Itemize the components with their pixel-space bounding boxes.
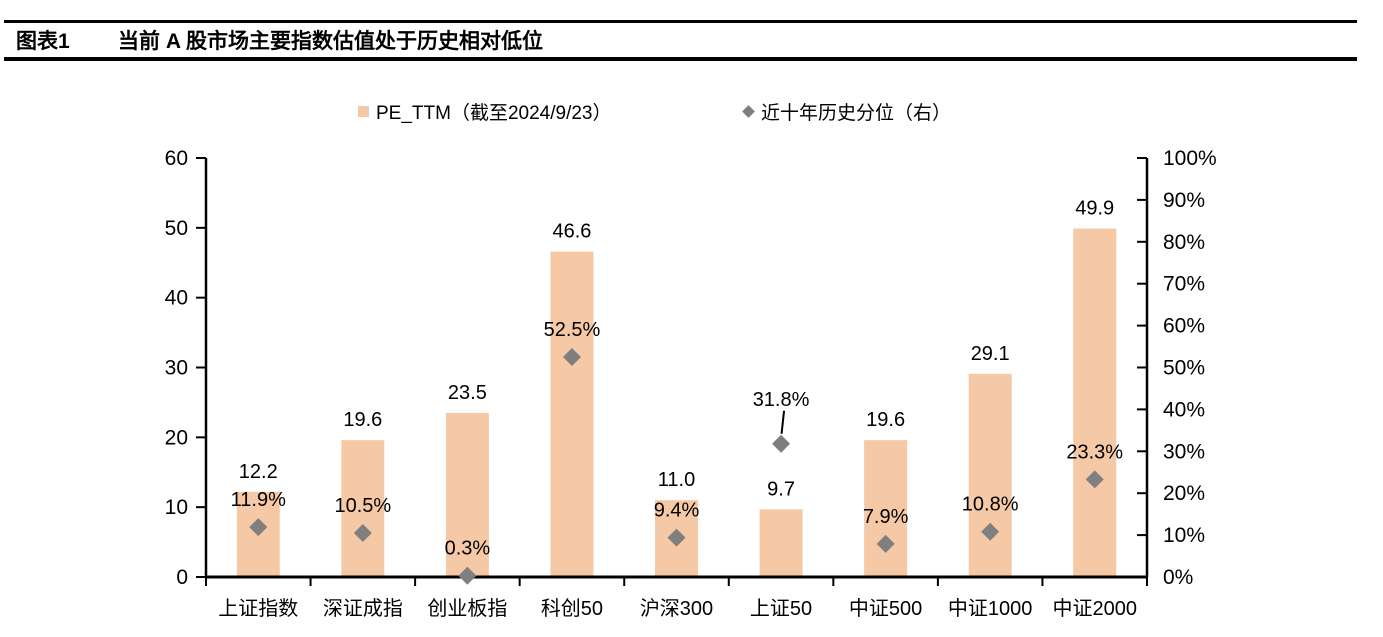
figure-title: 当前 A 股市场主要指数估值处于历史相对低位 bbox=[118, 30, 544, 53]
figure-tag: 图表1 bbox=[16, 30, 70, 53]
right-axis-tick-label: 30% bbox=[1163, 440, 1205, 463]
left-axis-tick-label: 0 bbox=[176, 566, 188, 589]
left-axis-tick-label: 40 bbox=[165, 287, 188, 310]
percentile-label: 9.4% bbox=[654, 500, 700, 522]
bar-value-label: 9.7 bbox=[767, 478, 795, 500]
bar-科创50 bbox=[550, 251, 594, 577]
diamond-marker-中证1000 bbox=[981, 522, 1000, 541]
diamond-marker-沪深300 bbox=[667, 528, 686, 547]
right-axis-tick-label: 100% bbox=[1163, 147, 1217, 170]
right-axis-tick-label: 70% bbox=[1163, 273, 1205, 296]
bar-value-label: 12.2 bbox=[239, 461, 278, 483]
legend-item-pe-ttm: PE_TTM（截至2024/9/23） bbox=[358, 98, 611, 125]
bar-中证500 bbox=[864, 440, 908, 577]
right-axis-tick-label: 60% bbox=[1163, 315, 1205, 338]
figure-header: 图表1 当前 A 股市场主要指数估值处于历史相对低位 bbox=[4, 20, 1357, 61]
category-label-深证成指: 深证成指 bbox=[323, 597, 403, 620]
percentile-label: 0.3% bbox=[445, 538, 491, 560]
right-axis-tick-label: 20% bbox=[1163, 482, 1205, 505]
bar-value-label: 29.1 bbox=[971, 343, 1010, 365]
diamond-marker-深证成指 bbox=[353, 524, 372, 543]
callout-leader-line bbox=[780, 410, 786, 434]
right-axis-tick-label: 90% bbox=[1163, 189, 1205, 212]
category-label-沪深300: 沪深300 bbox=[640, 597, 713, 620]
right-axis-tick-label: 40% bbox=[1163, 398, 1205, 421]
percentile-label: 52.5% bbox=[544, 319, 601, 341]
category-label-中证500: 中证500 bbox=[849, 597, 922, 620]
bar-中证2000 bbox=[1073, 228, 1117, 577]
left-axis-tick-label: 60 bbox=[165, 147, 188, 170]
legend-item-percentile: 近十年历史分位（右） bbox=[742, 98, 952, 125]
diamond-marker-创业板指 bbox=[458, 566, 477, 585]
category-label-创业板指: 创业板指 bbox=[427, 597, 507, 620]
left-axis-tick-label: 10 bbox=[165, 496, 188, 519]
chart-legend: PE_TTM（截至2024/9/23） 近十年历史分位（右） bbox=[0, 98, 1383, 124]
percentile-label: 7.9% bbox=[863, 506, 909, 528]
left-axis-tick-label: 50 bbox=[165, 217, 188, 240]
diamond-marker-中证500 bbox=[876, 534, 895, 553]
bar-swatch-icon bbox=[358, 106, 369, 117]
bar-创业板指 bbox=[445, 412, 489, 577]
bar-value-label: 19.6 bbox=[866, 409, 905, 431]
right-axis-tick-label: 50% bbox=[1163, 357, 1205, 380]
category-label-上证50: 上证50 bbox=[750, 597, 812, 620]
right-axis-tick-label: 10% bbox=[1163, 524, 1205, 547]
bar-value-label: 46.6 bbox=[552, 221, 591, 243]
left-axis-tick-label: 30 bbox=[165, 357, 188, 380]
percentile-label: 11.9% bbox=[231, 489, 286, 511]
category-label-中证1000: 中证1000 bbox=[948, 597, 1033, 620]
right-axis-tick-label: 80% bbox=[1163, 231, 1205, 254]
legend-label-pe-ttm: PE_TTM（截至2024/9/23） bbox=[376, 103, 612, 124]
diamond-marker-上证50 bbox=[772, 434, 791, 453]
bar-中证1000 bbox=[968, 373, 1012, 577]
category-label-中证2000: 中证2000 bbox=[1052, 597, 1137, 620]
bar-value-label: 11.0 bbox=[658, 469, 695, 491]
bar-深证成指 bbox=[341, 440, 385, 577]
category-label-上证指数: 上证指数 bbox=[218, 597, 298, 620]
percentile-label: 23.3% bbox=[1066, 441, 1123, 463]
bar-上证50 bbox=[759, 509, 803, 577]
percentile-label: 10.5% bbox=[334, 495, 391, 517]
left-axis-tick-label: 20 bbox=[165, 426, 188, 449]
bar-value-label: 19.6 bbox=[343, 409, 382, 431]
diamond-marker-中证2000 bbox=[1085, 470, 1104, 489]
diamond-marker-科创50 bbox=[562, 348, 581, 367]
percentile-label: 31.8% bbox=[753, 389, 810, 411]
category-label-科创50: 科创50 bbox=[541, 597, 603, 620]
right-axis-tick-label: 0% bbox=[1163, 566, 1193, 589]
bar-value-label: 49.9 bbox=[1075, 198, 1114, 220]
percentile-label: 10.8% bbox=[962, 494, 1019, 516]
diamond-marker-上证指数 bbox=[249, 518, 268, 537]
bar-value-label: 23.5 bbox=[448, 382, 487, 404]
legend-label-percentile: 近十年历史分位（右） bbox=[761, 103, 952, 124]
